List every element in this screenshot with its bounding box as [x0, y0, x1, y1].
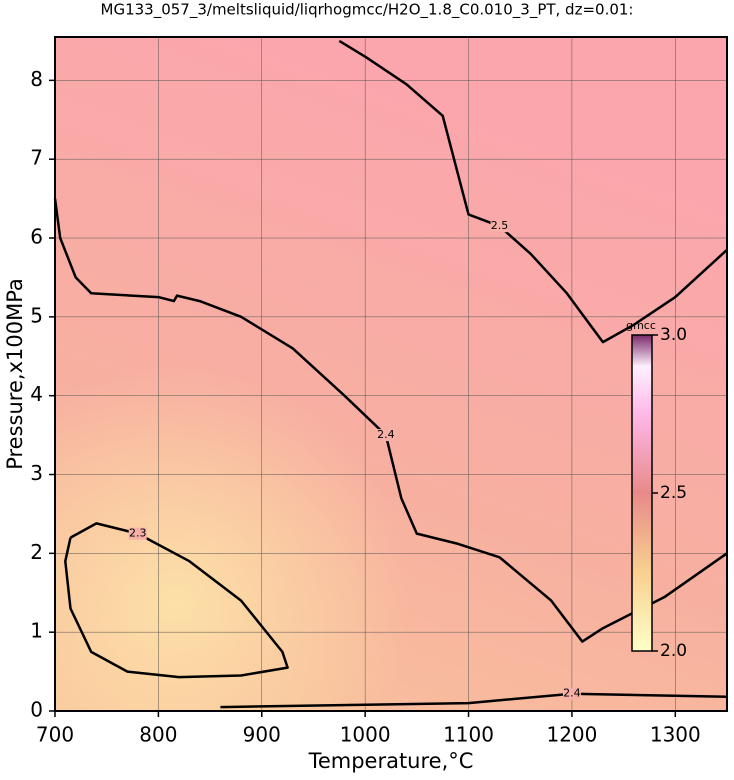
x-tick-label: 700: [36, 723, 74, 747]
y-tick-label: 4: [30, 382, 43, 406]
contour-line: [220, 692, 728, 709]
colorbar-tick-label: 2.5: [660, 483, 687, 503]
y-tick-label: 1: [30, 619, 43, 643]
x-tick-label: 1200: [546, 723, 597, 747]
chart-title: MG133_057_3/meltsliquid/liqrhogmcc/H2O_1…: [101, 1, 634, 20]
plot-shading: [55, 37, 727, 711]
plot-frame: [54, 36, 728, 712]
contour-label: 2.4: [563, 687, 581, 700]
colorbar-tick-label: 3.0: [660, 325, 687, 345]
colorbar-tick-label: 2.0: [660, 641, 687, 661]
y-tick-label: 5: [30, 303, 43, 327]
colorbar-label: gmcc: [626, 319, 656, 332]
x-tick-label: 800: [139, 723, 177, 747]
contour-label-bg: [562, 687, 581, 700]
axes: 700 800 900 1000 1100 1200 1300 0 1 2 3 4 5 6 7 8: [30, 67, 700, 747]
x-tick-label: 1300: [650, 723, 701, 747]
contour-label: 2.3: [129, 527, 147, 540]
y-axis-label: Pressure,x100MPa: [3, 278, 27, 470]
y-tick-label: 2: [30, 540, 43, 564]
y-tick-label: 8: [30, 67, 43, 91]
contours: 2.5 2.4 2.3 2.4: [53, 39, 728, 709]
contour-label-bg: [376, 429, 395, 442]
x-tick-label: 1000: [340, 723, 391, 747]
x-axis-label: Temperature,°C: [308, 749, 474, 773]
contour-line: [53, 198, 728, 643]
colorbar: gmcc 2.0 2.5 3.0: [626, 319, 687, 661]
x-tick-label: 1100: [443, 723, 494, 747]
contour-line: [338, 39, 728, 344]
contour-label-bg: [490, 220, 509, 233]
contour-label: 2.4: [377, 428, 395, 441]
y-tick-label: 6: [30, 225, 43, 249]
contour-label: 2.5: [491, 219, 509, 232]
y-tick-label: 0: [30, 698, 43, 722]
x-tick-label: 900: [243, 723, 281, 747]
y-tick-label: 7: [30, 146, 43, 170]
colorbar-scale: [631, 334, 653, 652]
contour-label-bg: [128, 527, 147, 540]
y-tick-label: 3: [30, 461, 43, 485]
